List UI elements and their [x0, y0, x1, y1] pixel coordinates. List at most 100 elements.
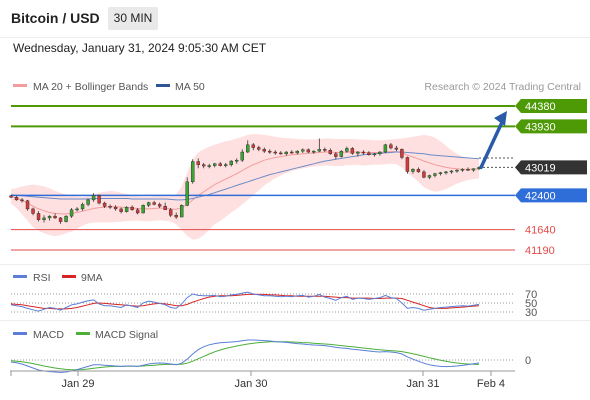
candlesticks	[9, 138, 481, 224]
candle-body	[108, 206, 112, 208]
candle-body	[146, 202, 151, 206]
candle-body	[42, 217, 46, 220]
candle-body	[438, 172, 443, 175]
timeframe-badge[interactable]: 30 MIN	[108, 7, 158, 30]
resistance-1-label: 44380	[525, 101, 556, 113]
candle-body	[361, 151, 366, 154]
candle-body	[312, 150, 316, 153]
rsi-ma-line	[10, 293, 480, 310]
candle-body	[427, 175, 432, 178]
candle-body	[378, 151, 382, 155]
x-tick-label: Jan 29	[61, 378, 94, 390]
candle-body	[356, 151, 360, 154]
x-tick-label: Jan 31	[406, 378, 439, 390]
macd-panel: 0	[10, 339, 531, 373]
macd-line	[10, 339, 480, 373]
candle-body	[273, 151, 277, 154]
candle-body	[405, 157, 410, 172]
current-price-label: 43019	[525, 162, 556, 174]
candle-body	[53, 215, 57, 219]
candle-body	[416, 168, 421, 173]
candle-body	[14, 196, 19, 201]
candle-body	[257, 147, 261, 150]
candle-body	[455, 169, 459, 172]
rsi-line	[10, 291, 480, 312]
candle-body	[284, 151, 288, 155]
candle-body	[31, 208, 35, 214]
x-axis: Jan 29 Jan 30 Jan 31 Feb 4	[10, 371, 505, 390]
candle-body	[69, 209, 74, 217]
resistance-2-label: 43930	[525, 121, 556, 133]
candle-body	[262, 149, 266, 152]
legend-macd-swatch	[13, 332, 27, 335]
candle-body	[163, 206, 167, 211]
candle-body	[174, 215, 178, 218]
legend-ma20-swatch	[13, 84, 27, 87]
rsi-tick-label-30: 30	[525, 307, 537, 319]
candle-body	[339, 150, 344, 157]
candle-body	[36, 213, 41, 220]
resistance-2-tag	[515, 119, 587, 134]
rsi-tick-label-50: 50	[525, 298, 537, 310]
candle-body	[20, 199, 24, 202]
legend-rsi-swatch	[13, 275, 27, 278]
candle-body	[350, 148, 355, 154]
candle-body	[47, 215, 52, 219]
candle-body	[64, 215, 68, 222]
candle-body	[301, 149, 305, 152]
candle-body	[466, 168, 470, 171]
macd-signal-line	[10, 341, 480, 371]
candle-body	[113, 206, 118, 210]
candle-body	[97, 195, 101, 204]
candle-body	[135, 209, 140, 214]
legend-macd-signal-swatch	[76, 332, 90, 335]
chart-header: Bitcoin / USD 30 MIN	[0, 0, 590, 38]
price-levels	[11, 105, 515, 251]
credit-label: Research © 2024 Trading Central	[424, 81, 581, 93]
candle-body	[80, 204, 85, 210]
candle-body	[168, 209, 173, 216]
candle-body	[251, 144, 255, 148]
candle-body	[411, 168, 415, 172]
forecast-arrow-head	[494, 111, 507, 126]
candle-body	[389, 144, 393, 149]
candle-body	[190, 161, 195, 183]
candle-body	[295, 150, 300, 154]
candle-body	[433, 173, 437, 176]
candle-body	[152, 202, 156, 205]
candle-body	[202, 164, 206, 167]
candle-body	[317, 149, 322, 152]
support-1-tag	[515, 188, 587, 203]
candle-body	[9, 195, 13, 198]
candle-body	[279, 152, 283, 155]
legend-ma50-swatch	[156, 84, 170, 87]
candle-body	[75, 208, 79, 211]
forecast-arrow-shaft	[479, 116, 506, 170]
candle-body	[240, 151, 244, 161]
legend-rsi-ma-swatch	[62, 275, 76, 278]
candle-body	[157, 204, 162, 207]
candle-body	[471, 168, 476, 171]
candle-body	[141, 205, 145, 214]
candle-body	[130, 206, 134, 211]
candle-body	[218, 163, 222, 166]
candle-body	[196, 161, 200, 165]
candle-body	[422, 171, 426, 178]
candle-body	[224, 164, 228, 166]
x-tick-label: Feb 4	[477, 378, 505, 390]
candle-body	[444, 171, 448, 174]
resistance-1-tag	[515, 99, 587, 113]
candle-body	[345, 148, 349, 152]
legend-macd-signal-label: MACD Signal	[95, 329, 158, 341]
datetime-label: Wednesday, January 31, 2024 9:05:30 AM C…	[13, 41, 267, 55]
candle-body	[246, 144, 250, 153]
candle-body	[213, 163, 217, 166]
candle-body	[86, 199, 90, 205]
candle-body	[25, 200, 30, 210]
candle-body	[229, 160, 233, 165]
bollinger-band-fill	[11, 134, 479, 240]
price-level-labels: 44380 43930 42400 41640 41190 43019	[515, 99, 587, 257]
candle-body	[367, 152, 371, 155]
legend-rsi-ma-label: 9MA	[81, 272, 103, 284]
